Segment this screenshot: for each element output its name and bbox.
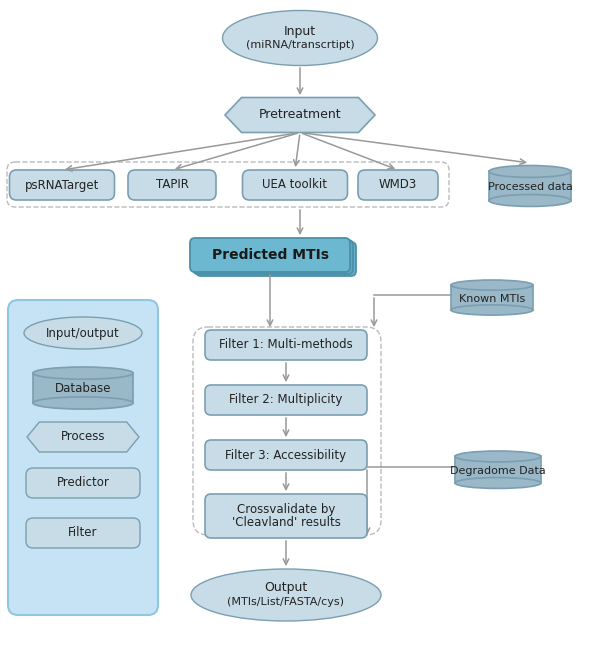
Text: Filter 2: Multiplicity: Filter 2: Multiplicity [229, 393, 343, 406]
Text: Known MTIs: Known MTIs [459, 294, 525, 304]
Polygon shape [455, 457, 541, 483]
Polygon shape [489, 171, 571, 200]
FancyBboxPatch shape [190, 238, 350, 272]
Text: Predicted MTIs: Predicted MTIs [212, 248, 329, 262]
Ellipse shape [451, 280, 533, 290]
FancyBboxPatch shape [10, 170, 115, 200]
Polygon shape [27, 422, 139, 452]
Text: Degradome Data: Degradome Data [450, 466, 546, 476]
Text: TAPIR: TAPIR [155, 178, 188, 191]
Ellipse shape [223, 10, 377, 65]
Ellipse shape [191, 569, 381, 621]
Ellipse shape [455, 477, 541, 488]
Text: Process: Process [61, 430, 105, 444]
FancyBboxPatch shape [205, 494, 367, 538]
Ellipse shape [489, 165, 571, 178]
Text: Filter: Filter [68, 526, 98, 539]
Text: Input/output: Input/output [46, 326, 120, 340]
Polygon shape [451, 285, 533, 310]
Text: Crossvalidate by: Crossvalidate by [237, 503, 335, 516]
FancyBboxPatch shape [128, 170, 216, 200]
Text: Predictor: Predictor [56, 477, 109, 490]
FancyBboxPatch shape [358, 170, 438, 200]
Ellipse shape [455, 451, 541, 462]
FancyBboxPatch shape [26, 518, 140, 548]
Text: Filter 3: Accessibility: Filter 3: Accessibility [226, 448, 347, 461]
Text: 'Cleavland' results: 'Cleavland' results [232, 517, 340, 530]
Polygon shape [33, 373, 133, 403]
Polygon shape [225, 98, 375, 132]
Text: (MTIs/List/FASTA/cys): (MTIs/List/FASTA/cys) [227, 597, 344, 607]
Ellipse shape [489, 194, 571, 207]
Text: Pretreatment: Pretreatment [259, 109, 341, 121]
Text: (miRNA/transcrtipt): (miRNA/transcrtipt) [245, 40, 355, 50]
Text: WMD3: WMD3 [379, 178, 417, 191]
FancyBboxPatch shape [242, 170, 347, 200]
FancyBboxPatch shape [205, 330, 367, 360]
Text: Output: Output [265, 581, 308, 594]
Text: Processed data: Processed data [488, 182, 572, 192]
FancyBboxPatch shape [205, 440, 367, 470]
Text: UEA toolkit: UEA toolkit [263, 178, 328, 191]
FancyBboxPatch shape [196, 242, 356, 276]
FancyBboxPatch shape [205, 385, 367, 415]
FancyBboxPatch shape [26, 468, 140, 498]
Ellipse shape [33, 367, 133, 379]
Ellipse shape [24, 317, 142, 349]
FancyBboxPatch shape [193, 240, 353, 274]
Ellipse shape [33, 397, 133, 409]
Ellipse shape [451, 305, 533, 315]
Text: psRNATarget: psRNATarget [25, 178, 99, 191]
Text: Input: Input [284, 25, 316, 37]
Text: Database: Database [55, 382, 111, 395]
Text: Filter 1: Multi-methods: Filter 1: Multi-methods [219, 339, 353, 351]
FancyBboxPatch shape [8, 300, 158, 615]
